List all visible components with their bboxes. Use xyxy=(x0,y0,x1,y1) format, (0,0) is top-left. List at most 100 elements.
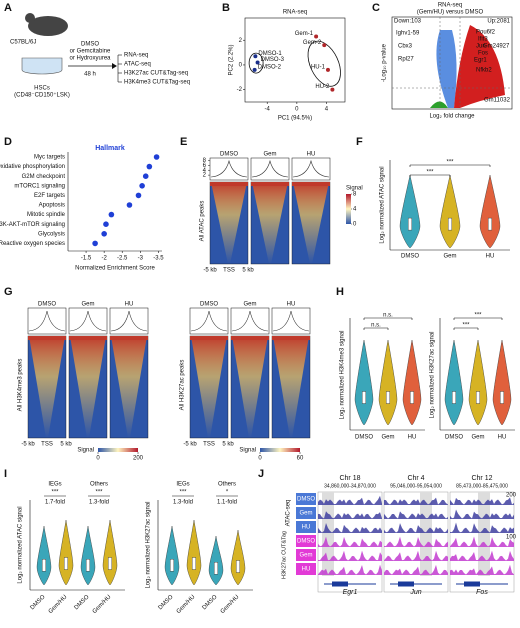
category-label: mTORC1 signaling xyxy=(14,183,65,189)
signal-track xyxy=(384,497,448,505)
significance: *** xyxy=(474,313,482,319)
x-tick-label: 4 xyxy=(325,107,329,113)
dot xyxy=(103,221,109,227)
x-tick-label: -4 xyxy=(265,107,271,113)
axis-label: All H3K27ac peaks xyxy=(180,360,186,411)
heatmap-signal xyxy=(273,336,309,438)
count: Down:103 xyxy=(394,19,422,25)
gene-label: Nfkb2 xyxy=(476,68,492,74)
legend-tick: 4 xyxy=(353,207,357,213)
violin xyxy=(186,519,202,586)
column-label: HU xyxy=(307,152,316,158)
point xyxy=(255,60,260,65)
violin xyxy=(36,525,52,586)
profile-curve xyxy=(251,159,289,178)
scale-label: 100 xyxy=(506,535,517,541)
x-tick-label: DMSO xyxy=(355,435,373,441)
fold-change: 1.7-fold xyxy=(45,500,65,506)
signal-track xyxy=(318,536,382,547)
signal-track xyxy=(450,550,514,561)
box xyxy=(107,557,112,570)
assay: RNA-seq xyxy=(124,53,148,59)
chart-title: RNA-seq xyxy=(283,10,307,16)
signal-track xyxy=(450,536,514,547)
gene-label: Egr1 xyxy=(343,589,358,596)
chart-title: RNA-seq xyxy=(438,3,462,9)
violin xyxy=(444,339,464,426)
column-label: Gem xyxy=(81,302,94,308)
category-label: Mitotic spindle xyxy=(27,212,66,218)
panel-letter: J xyxy=(258,468,264,480)
plot-frame xyxy=(391,16,513,110)
gene-label: Jun xyxy=(409,589,421,596)
gene-label: Egr1 xyxy=(474,58,487,64)
panel-letter: F xyxy=(356,136,363,148)
significance: *** xyxy=(426,170,434,176)
dot xyxy=(146,163,153,170)
signal-track xyxy=(450,509,514,519)
x-label: -5 kb xyxy=(183,442,197,448)
dot xyxy=(92,240,98,247)
x-tick-label: Gem xyxy=(443,254,456,260)
track-label-bg xyxy=(296,563,316,575)
chromosome: Chr 4 xyxy=(407,475,424,482)
violin xyxy=(468,339,488,426)
x-label: 5 kb xyxy=(242,268,254,274)
significance: *** xyxy=(95,490,103,496)
x-tick-label: -3 xyxy=(138,256,144,262)
significance: *** xyxy=(51,490,59,496)
dot xyxy=(126,202,133,208)
strain: C57BL/6J xyxy=(10,40,36,46)
legend-title: Signal xyxy=(239,448,256,454)
axis-label: Log₂ fold change xyxy=(429,114,475,120)
violin xyxy=(80,525,96,586)
axis-label: Log₂ normalized ATAC signal xyxy=(380,166,386,243)
track-label: HU xyxy=(302,567,311,573)
point xyxy=(253,54,258,59)
x-tick-label: DMSO xyxy=(158,594,175,611)
gene-label: Ighv1-59 xyxy=(396,31,420,37)
axis-label: PC2 (2.2%) xyxy=(229,44,235,75)
exon xyxy=(398,581,414,587)
group-label: ATAC-seq xyxy=(286,500,292,527)
point-label: HU-1 xyxy=(311,64,326,70)
box xyxy=(488,217,493,231)
box xyxy=(362,391,367,404)
point-label: DMSO-1 xyxy=(258,51,282,57)
x-tick-label: DMSO xyxy=(30,594,47,611)
axis-label: Log₂ normalized H3K4me3 signal xyxy=(340,330,346,419)
x-tick-label: HU xyxy=(408,435,417,441)
significance: * xyxy=(226,490,229,496)
category-label: Apoptosis xyxy=(39,203,65,209)
heatmap-signal xyxy=(232,336,268,438)
label: or Hydroxyurea xyxy=(69,56,111,62)
violin xyxy=(479,174,501,249)
track-label: DMSO xyxy=(297,497,315,503)
x-tick-label: DMSO xyxy=(445,435,463,441)
x-label: 5 kb xyxy=(222,442,234,448)
box xyxy=(213,562,218,575)
gene-label: Fos xyxy=(476,589,488,596)
column-label: DMSO xyxy=(38,302,56,308)
heatmap-signal xyxy=(191,336,227,438)
gene-label: Gm24927 xyxy=(483,44,510,50)
assay: H3K27ac CUT&Tag-seq xyxy=(124,71,188,77)
profile-curve xyxy=(292,159,330,178)
legend-tick: 0 xyxy=(96,456,100,462)
signal-track xyxy=(450,564,514,575)
legend-title: Signal xyxy=(346,186,363,192)
track-label: Gem xyxy=(299,511,312,517)
y-tick-label: 4 xyxy=(203,168,207,174)
heatmap-top xyxy=(190,336,228,340)
significance: *** xyxy=(179,490,187,496)
x-tick-label: DMSO xyxy=(202,594,219,611)
column-label: Gem xyxy=(263,152,276,158)
legend-tick: 60 xyxy=(297,456,304,462)
gene-label: Fos xyxy=(478,51,488,57)
label: (CD48⁻CD150⁺LSK) xyxy=(14,92,70,99)
axis-label: Log₂ normalized H3K27ac signal xyxy=(430,331,436,418)
scale-label: 200 xyxy=(506,493,517,499)
y-tick-label: 2 xyxy=(203,173,207,179)
x-label: TSS xyxy=(41,442,53,448)
panel-letter: E xyxy=(180,136,187,148)
